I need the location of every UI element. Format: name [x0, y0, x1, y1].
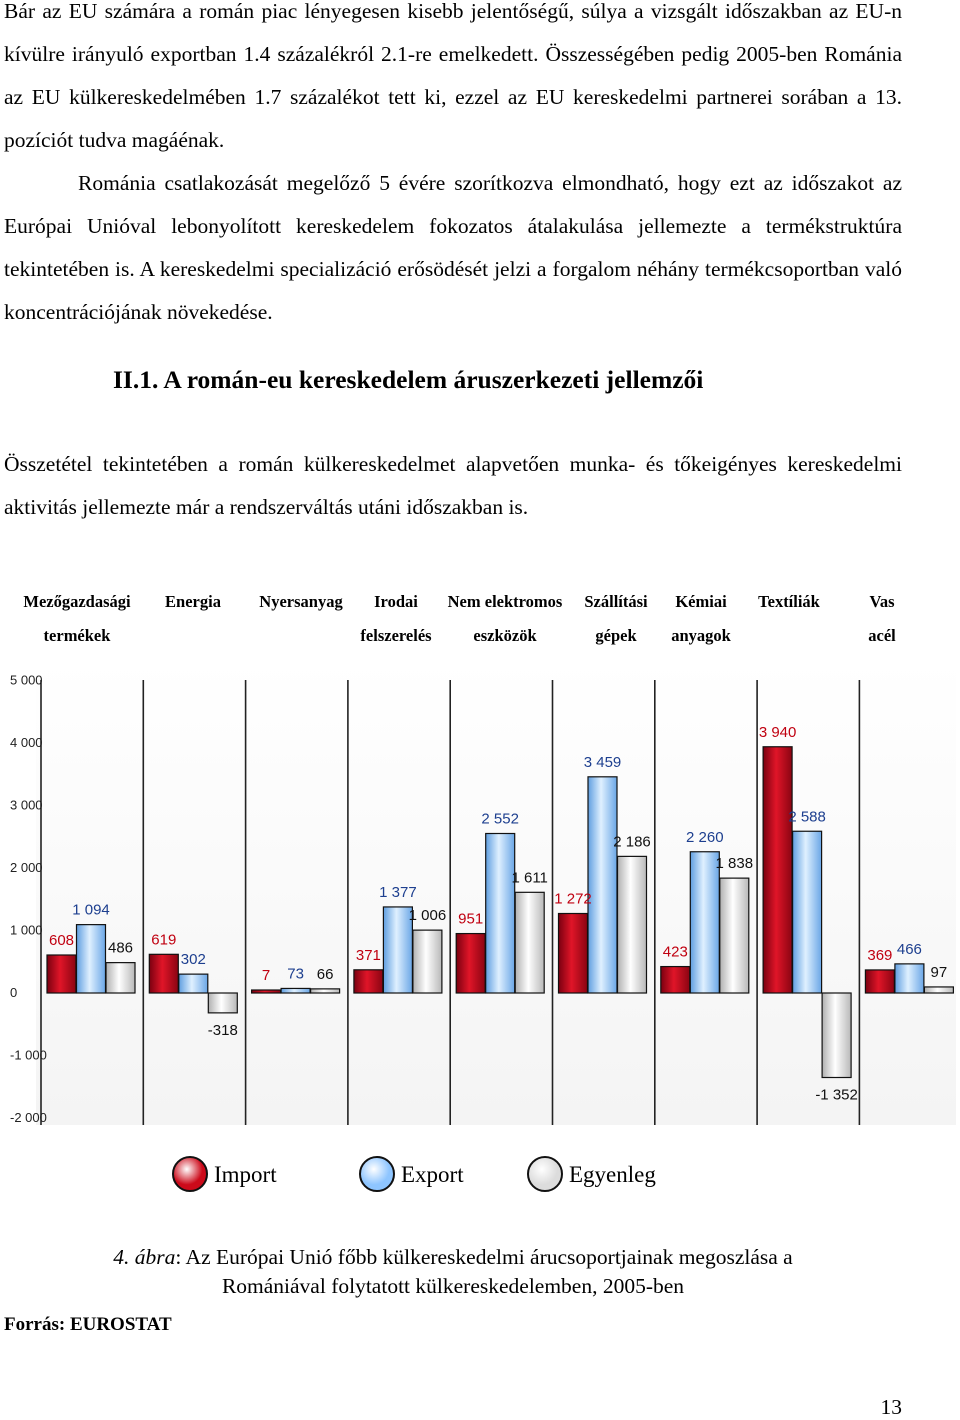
- y-tick-label: 3 000: [10, 798, 43, 813]
- bar-label-import: 3 940: [759, 724, 797, 741]
- y-tick-label: 1 000: [10, 923, 43, 938]
- bar-import: [251, 989, 282, 994]
- caption-text-line-2: Romániával folytatott külkereskedelemben…: [221, 1274, 685, 1298]
- bar-export: [178, 973, 209, 994]
- bar-label-import: 608: [49, 932, 74, 949]
- trade-bar-chart: Mezőgazdasági termékek Energia Nyersanyag Ir…: [10, 592, 956, 1125]
- y-tick-label: -2 000: [10, 1110, 47, 1125]
- category-label: Szállítási: [584, 592, 648, 611]
- y-tick-label: 2 000: [10, 860, 43, 875]
- y-tick-label: -1 000: [10, 1048, 47, 1063]
- category-label: termékek: [44, 626, 112, 645]
- bar-label-balance: 1 006: [409, 907, 447, 924]
- bar-label-import: 369: [867, 947, 892, 964]
- bar-label-balance: 1 838: [716, 855, 754, 872]
- bar-label-balance: 1 611: [511, 869, 547, 886]
- bar-import: [353, 969, 384, 994]
- legend-label: Egyenleg: [569, 1162, 656, 1187]
- bar-export: [689, 851, 720, 994]
- bar-label-import: 423: [663, 944, 688, 961]
- bar-balance: [105, 962, 136, 994]
- bar-label-export: 466: [897, 941, 922, 958]
- category-label: Textíliák: [758, 592, 821, 611]
- section-heading: II.1. A román-eu kereskedelem áruszerkez…: [113, 365, 704, 394]
- bar-export: [485, 832, 516, 994]
- bar-label-balance: 2 186: [613, 833, 651, 850]
- category-label: Vas: [869, 592, 895, 611]
- category-label: Energia: [165, 592, 221, 611]
- bar-balance: [310, 988, 341, 994]
- category-label: Kémiai: [675, 592, 727, 611]
- bar-import: [762, 746, 793, 994]
- bar-balance: [923, 986, 955, 994]
- category-label: gépek: [595, 626, 637, 645]
- bar-balance: [412, 929, 443, 994]
- legend-label: Import: [214, 1162, 277, 1187]
- paragraph-structure: Románia csatlakozását megelőző 5 évére s…: [4, 171, 902, 324]
- category-label: Nem elektromos: [448, 592, 563, 611]
- bar-balance: [616, 855, 648, 994]
- bar-export: [894, 963, 925, 994]
- bar-label-balance: 486: [108, 940, 133, 957]
- bar-import: [557, 912, 589, 994]
- paragraph-composition: Összetétel tekintetében a román külkeres…: [4, 452, 902, 519]
- legend-swatch: [172, 1156, 208, 1192]
- bar-label-balance: 97: [931, 964, 948, 981]
- bar-export: [280, 987, 311, 994]
- bar-label-balance: 66: [317, 966, 334, 983]
- bar-import: [455, 932, 486, 994]
- bar-label-export: 73: [287, 965, 304, 982]
- y-tick-label: 5 000: [10, 673, 43, 688]
- legend-swatch: [527, 1156, 563, 1192]
- bar-balance: [207, 992, 238, 1014]
- category-label: anyagok: [671, 626, 731, 645]
- bar-balance: [719, 877, 750, 994]
- bar-label-export: 1 094: [72, 902, 110, 919]
- category-label: eszközök: [473, 626, 537, 645]
- y-tick-label: 0: [10, 985, 17, 1000]
- bar-export: [791, 830, 823, 994]
- bar-export: [75, 924, 107, 994]
- legend-swatch: [359, 1156, 395, 1192]
- bar-label-balance: -318: [208, 1022, 238, 1039]
- bar-import: [660, 965, 691, 994]
- y-tick-label: 4 000: [10, 735, 43, 750]
- bar-label-balance: -1 352: [815, 1087, 858, 1104]
- bar-export: [382, 906, 413, 994]
- page-number: 13: [880, 1395, 903, 1419]
- category-label: acél: [868, 626, 896, 645]
- category-label: felszerelés: [360, 626, 432, 645]
- bar-import: [46, 954, 77, 994]
- bar-label-import: 371: [356, 947, 381, 964]
- figure-caption: 4. ábra: Az Európai Unió főbb külkereske…: [0, 1243, 906, 1301]
- bar-label-export: 2 260: [686, 829, 724, 846]
- bar-label-export: 2 552: [481, 811, 519, 828]
- paragraph-intro: Bár az EU számára a román piac lényegese…: [4, 0, 902, 152]
- category-label: Nyersanyag: [259, 592, 343, 611]
- bar-label-import: 1 272: [554, 891, 592, 908]
- category-label: Mezőgazdasági: [23, 592, 131, 611]
- bar-import: [864, 969, 896, 994]
- bar-balance: [821, 992, 852, 1079]
- bar-label-export: 302: [181, 951, 206, 968]
- figure-number: 4. ábra: [113, 1245, 176, 1269]
- bar-label-export: 3 459: [584, 754, 622, 771]
- chart-legend: Import Export Egyenleg: [0, 1150, 960, 1200]
- caption-text-line-1: : Az Európai Unió főbb külkereskedelmi á…: [175, 1245, 793, 1269]
- bar-label-export: 2 588: [788, 808, 826, 825]
- bar-label-import: 619: [151, 931, 176, 948]
- bar-import: [148, 953, 179, 994]
- bar-label-import: 951: [458, 911, 483, 928]
- category-label: Irodai: [374, 592, 418, 611]
- bar-label-import: 7: [262, 967, 270, 984]
- bar-balance: [514, 891, 545, 994]
- legend-label: Export: [401, 1162, 464, 1187]
- bar-label-export: 1 377: [379, 884, 417, 901]
- bar-export: [587, 776, 618, 994]
- source-note: Forrás: EUROSTAT: [4, 1314, 172, 1335]
